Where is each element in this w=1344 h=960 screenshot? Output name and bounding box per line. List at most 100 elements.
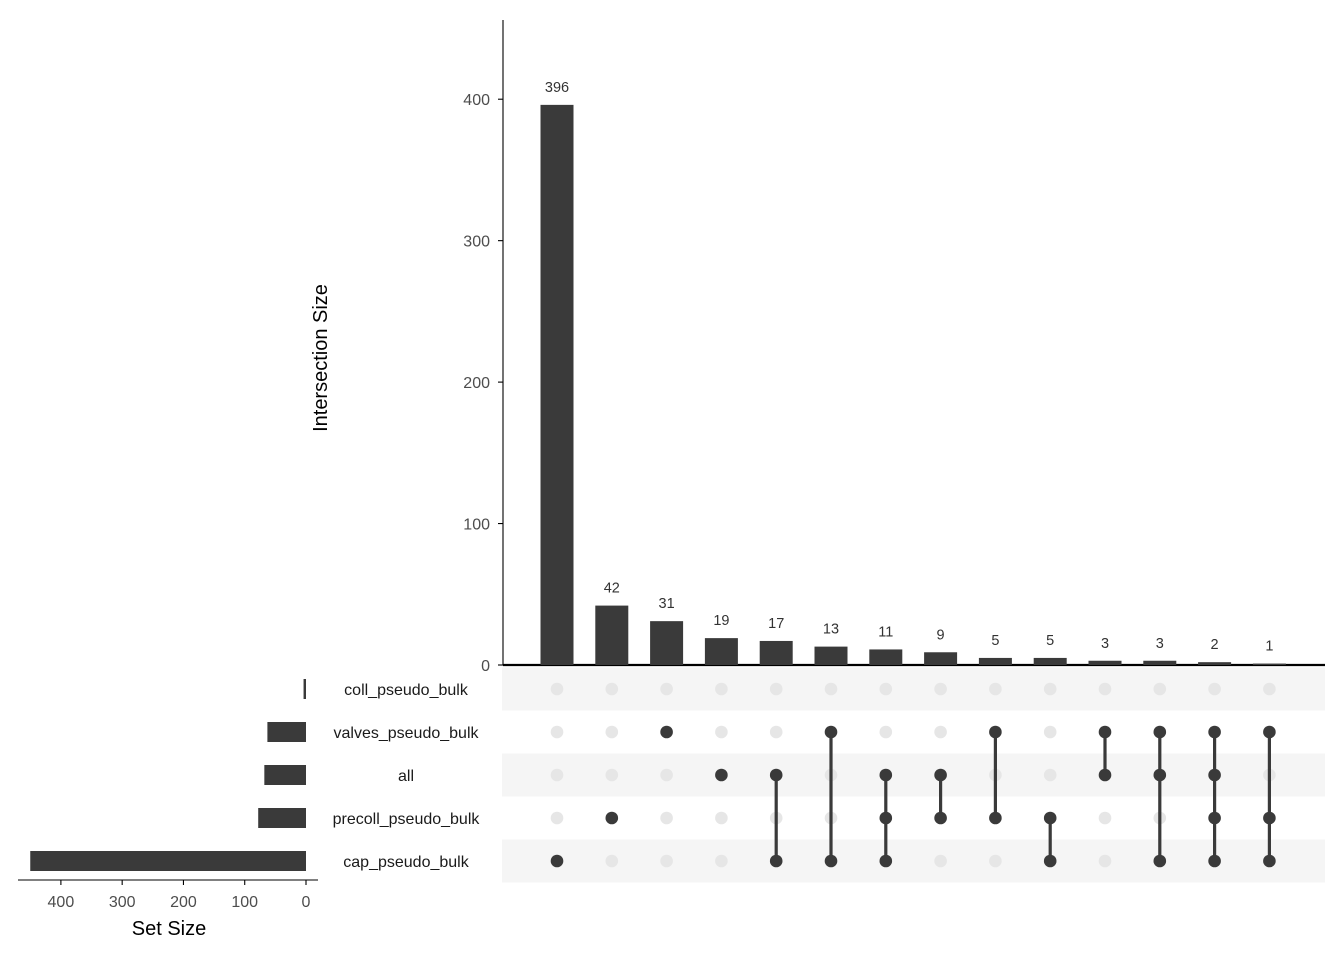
matrix-dot-active [1263, 725, 1276, 739]
matrix-dot-active [550, 854, 564, 868]
matrix-dot-inactive [1098, 854, 1112, 868]
intersection-bar [869, 649, 903, 665]
intersection-bars [540, 104, 1286, 666]
set-size-bar [258, 808, 306, 828]
matrix-dot-inactive [989, 854, 1002, 868]
intersection-bar [650, 621, 684, 665]
intersection-bar-label: 17 [768, 616, 784, 632]
set-size-axis: 0 100 200 300 400 [18, 879, 318, 911]
intersection-bar-label: 2 [1211, 637, 1219, 653]
intersection-bar-label: 5 [991, 633, 999, 649]
matrix-dot-active [1208, 811, 1221, 825]
intersection-bar [814, 646, 848, 665]
matrix-dot-active [934, 811, 947, 825]
matrix-stripe [502, 667, 1325, 711]
y-tick-label: 200 [463, 375, 490, 392]
matrix-dot-active [1208, 768, 1221, 782]
matrix-dot-active [605, 811, 619, 825]
intersection-bar-labels: 396 42 31 19 17 13 11 9 5 5 3 3 2 1 [545, 80, 1274, 655]
set-size-bar [303, 679, 306, 699]
x-tick-label: 0 [302, 894, 311, 911]
y-tick-label: 100 [463, 517, 490, 534]
matrix-dot-inactive [550, 682, 564, 696]
x-tick-label: 200 [170, 894, 197, 911]
matrix-dot-inactive [550, 768, 564, 782]
matrix-dot-inactive [1043, 682, 1057, 696]
matrix-dot-inactive [1043, 768, 1057, 782]
intersection-bar [1143, 660, 1177, 665]
set-label: coll_pseudo_bulk [344, 682, 469, 699]
matrix-dot-active [989, 725, 1002, 739]
matrix-dot-active [1208, 725, 1221, 739]
intersection-bar-label: 3 [1101, 636, 1109, 652]
matrix-dot-inactive [550, 725, 564, 739]
matrix-dot-inactive [605, 854, 619, 868]
y-tick-label: 400 [463, 92, 490, 109]
matrix-dot-active [1263, 854, 1276, 868]
set-size-bar [264, 765, 306, 785]
matrix-dot-inactive [934, 682, 947, 696]
matrix-dot-active [1153, 854, 1167, 868]
matrix-stripes [502, 667, 1325, 883]
matrix-dot-inactive [715, 682, 728, 696]
intersection-size-axis: 0 100 200 300 400 [463, 20, 1325, 675]
matrix-dot-inactive [660, 811, 673, 825]
x-tick-label: 100 [231, 894, 258, 911]
matrix-dot-inactive [769, 682, 783, 696]
intersection-bar-label: 11 [878, 624, 893, 640]
matrix-dot-inactive [660, 768, 673, 782]
intersection-bar-label: 9 [937, 627, 945, 643]
x-tick-label: 300 [109, 894, 136, 911]
intersection-bar-label: 13 [823, 622, 839, 638]
set-size-bar [30, 851, 307, 871]
matrix-dot-inactive [1098, 811, 1112, 825]
matrix-dot-active [1043, 811, 1057, 825]
matrix-dot-active [934, 768, 947, 782]
matrix-dot-active [660, 725, 673, 739]
y-tick-label: 0 [481, 658, 490, 675]
intersection-bar-label: 396 [545, 80, 569, 96]
matrix-dot-inactive [879, 725, 893, 739]
matrix-dot-active [879, 854, 893, 868]
intersection-size-axis-title: Intersection Size [310, 284, 332, 432]
matrix-dot-inactive [605, 768, 619, 782]
x-tick-label: 400 [48, 894, 75, 911]
intersection-bar [1033, 657, 1067, 665]
matrix-dot-active [989, 811, 1002, 825]
set-size-axis-title: Set Size [132, 918, 206, 940]
matrix-dot-active [769, 768, 783, 782]
set-label: precoll_pseudo_bulk [333, 811, 481, 828]
matrix-dot-inactive [1208, 682, 1221, 696]
intersection-bar [759, 640, 793, 665]
matrix-dot-inactive [715, 725, 728, 739]
intersection-bar-label: 5 [1046, 633, 1054, 649]
intersection-bar [978, 657, 1012, 665]
matrix-dot-active [715, 768, 728, 782]
intersection-bar [704, 638, 738, 665]
matrix-dot-inactive [715, 854, 728, 868]
intersection-bar-label: 42 [604, 581, 620, 597]
intersection-bar [1198, 662, 1232, 665]
matrix-dot-inactive [1263, 682, 1276, 696]
matrix-dot-inactive [989, 682, 1002, 696]
set-label: valves_pseudo_bulk [334, 725, 480, 742]
matrix-dot-inactive [605, 682, 619, 696]
matrix-dot-inactive [605, 725, 619, 739]
set-size-bars [30, 679, 307, 871]
matrix-dot-active [879, 768, 893, 782]
matrix-dot-active [1153, 725, 1167, 739]
matrix-dot-inactive [934, 854, 947, 868]
matrix-dot-active [824, 854, 838, 868]
matrix-dot-inactive [769, 725, 783, 739]
matrix-dot-inactive [1153, 682, 1167, 696]
intersection-bar-label: 1 [1265, 639, 1273, 655]
matrix-dot-active [769, 854, 783, 868]
matrix-stripe [502, 753, 1325, 797]
matrix-dot-active [1208, 854, 1221, 868]
matrix-dot-active [824, 725, 838, 739]
matrix-dot-inactive [660, 682, 673, 696]
y-tick-label: 300 [463, 234, 490, 251]
matrix-dot-inactive [1043, 725, 1057, 739]
intersection-bar [1252, 663, 1286, 665]
